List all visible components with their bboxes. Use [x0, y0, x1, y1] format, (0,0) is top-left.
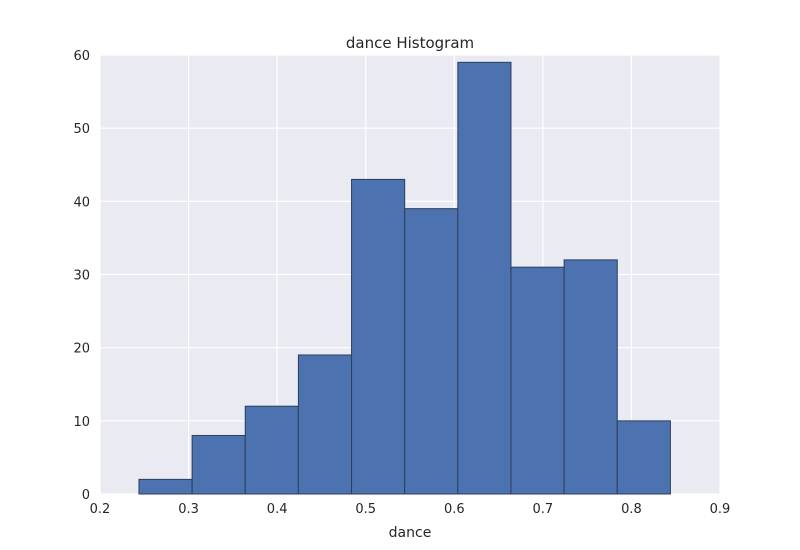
- histogram-bar: [563, 259, 618, 495]
- x-tick-label: 0.2: [90, 502, 111, 517]
- histogram-bar: [138, 478, 193, 495]
- x-axis-label: dance: [389, 525, 432, 541]
- histogram-bars: [138, 61, 671, 495]
- x-tick-label: 0.9: [710, 502, 731, 517]
- y-tick-label: 40: [73, 195, 90, 210]
- histogram-bar: [351, 178, 406, 495]
- x-tick-labels: 0.2 0.3 0.4 0.5 0.6 0.7 0.8 0.9: [90, 502, 731, 517]
- histogram-bar: [297, 354, 353, 495]
- y-tick-label: 60: [73, 49, 90, 64]
- y-tick-label: 10: [73, 415, 90, 430]
- chart-title: dance Histogram: [346, 34, 474, 52]
- y-tick-labels: 0 10 20 30 40 50 60: [73, 49, 90, 503]
- histogram-bar: [244, 405, 299, 495]
- histogram-bar: [457, 61, 512, 495]
- x-tick-label: 0.6: [444, 502, 465, 517]
- x-tick-label: 0.4: [267, 502, 288, 517]
- histogram-bar: [404, 208, 459, 495]
- y-tick-label: 0: [82, 488, 90, 503]
- y-tick-label: 20: [73, 342, 90, 357]
- x-tick-label: 0.3: [178, 502, 199, 517]
- histogram-bar: [191, 434, 246, 495]
- x-tick-label: 0.5: [355, 502, 376, 517]
- x-tick-label: 0.7: [533, 502, 554, 517]
- y-tick-label: 50: [73, 122, 90, 137]
- histogram-bar: [510, 266, 565, 495]
- histogram-bar: [616, 420, 671, 495]
- y-tick-label: 30: [73, 269, 90, 284]
- x-tick-label: 0.8: [621, 502, 642, 517]
